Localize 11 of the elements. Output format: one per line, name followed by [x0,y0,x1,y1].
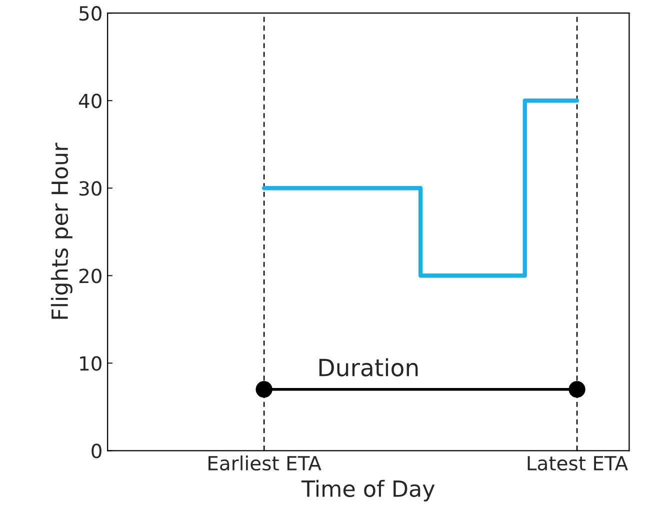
x-axis-title: Time of Day [301,480,435,502]
y-tick-label: 40 [78,94,102,108]
x-tick-label: Latest ETA [528,456,628,471]
y-axis-title: Flights per Hour [50,142,72,319]
x-tick-label: Earliest ETA [208,456,322,471]
y-tick-label: 50 [79,6,102,21]
y-tick-label: 0 [92,444,102,458]
y-tick-label: 10 [80,356,102,371]
y-tick-label: 30 [79,181,102,196]
annotation: Duration [319,358,418,376]
y-tick-label: 20 [79,268,102,284]
